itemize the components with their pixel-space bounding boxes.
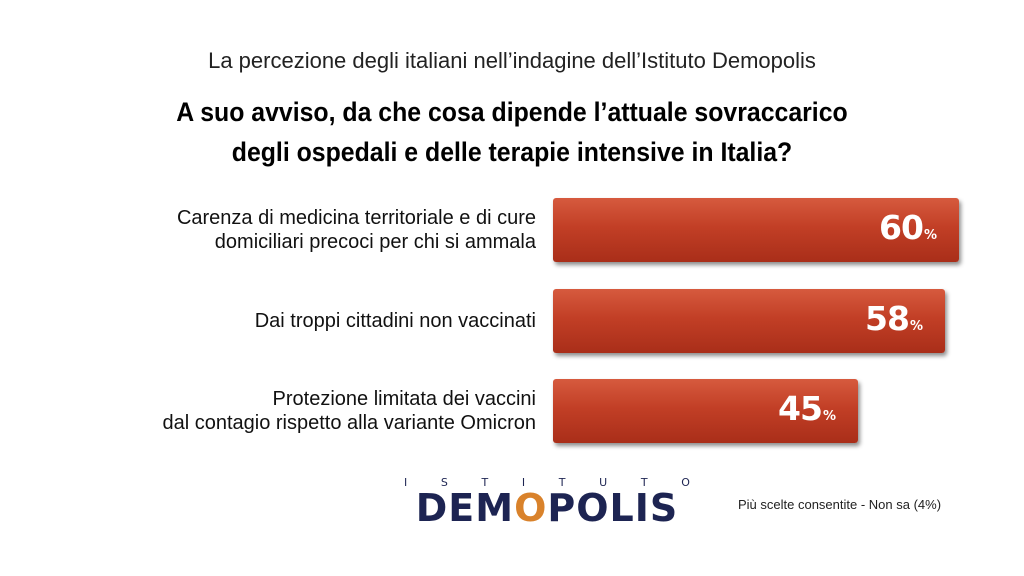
logo-part-2: POLIS (547, 486, 679, 530)
logo-letter: I (404, 476, 408, 489)
category-label-text: Carenza di medicina territoriale e di cu… (176, 207, 536, 253)
logo-letter: S (440, 476, 448, 489)
bar-value-label: 58% (865, 299, 923, 338)
title-line-1: A suo avviso, da che cosa dipende l’attu… (176, 97, 848, 127)
bar-value-label: 60% (879, 208, 937, 247)
bar: 60% (553, 198, 959, 262)
bar: 45% (553, 379, 858, 443)
bar-value-label: 45% (778, 389, 836, 428)
category-label: Dai troppi cittadini non vaccinati (255, 289, 536, 353)
bar-row: Dai troppi cittadini non vaccinati 58% (0, 289, 1024, 353)
category-label-text: Dai troppi cittadini non vaccinati (254, 310, 536, 332)
title-line-2: degli ospedali e delle terapie intensive… (231, 137, 793, 167)
footnote: Più scelte consentite - Non sa (4%) (738, 497, 942, 512)
bar-row: Carenza di medicina territoriale e di cu… (0, 198, 1024, 262)
bar-row: Protezione limitata dei vaccini dal conta… (0, 379, 1024, 443)
chart-subtitle: La percezione degli italiani nell’indagi… (208, 48, 816, 73)
logo-letter: I (521, 476, 526, 489)
logo-letter: T (481, 476, 489, 489)
logo-letter: T (640, 476, 648, 489)
bar: 58% (553, 289, 945, 353)
logo-letter: O (681, 476, 690, 489)
logo-wordmark: DEMOPOLIS (404, 486, 690, 530)
category-label: Carenza di medicina territoriale e di cu… (177, 198, 536, 262)
chart-title: A suo avviso, da che cosa dipende l’attu… (41, 92, 983, 172)
category-label: Protezione limitata dei vaccini dal conta… (162, 379, 536, 443)
logo-part-1: DEM (415, 486, 515, 530)
logo-o: O (514, 486, 548, 530)
logo-letter: U (599, 476, 608, 489)
logo-letter: T (558, 476, 566, 489)
category-label-text: Protezione limitata dei vaccini dal conta… (162, 388, 536, 434)
